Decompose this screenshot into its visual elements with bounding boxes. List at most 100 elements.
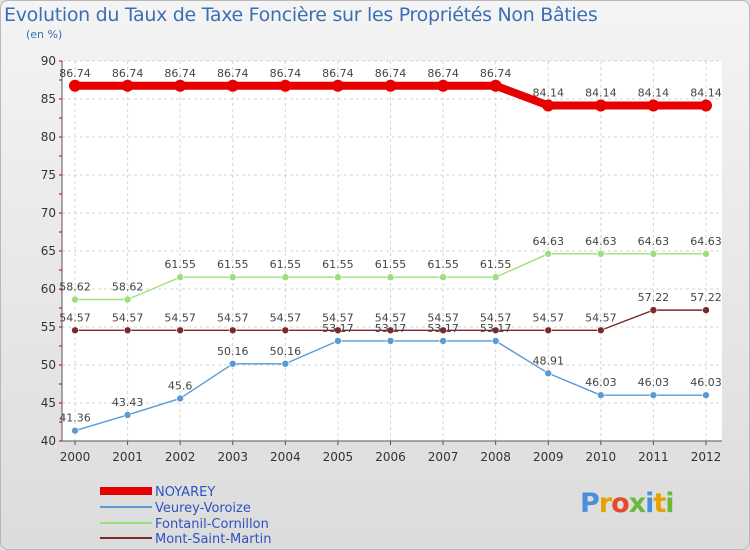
legend-swatch [100,506,152,508]
data-label: 48.91 [533,354,565,367]
x-tick-label: 2001 [112,450,143,464]
data-label: 54.57 [533,311,565,324]
data-label: 64.63 [638,235,670,248]
data-label: 46.03 [585,376,617,389]
data-point [649,250,658,258]
data-point [176,273,184,282]
data-label: 86.74 [375,67,407,80]
data-label: 46.03 [638,376,670,389]
data-label: 53.17 [427,322,459,335]
data-point [491,326,500,335]
data-point [176,326,184,335]
legend-swatch [100,537,152,539]
data-point [123,295,132,304]
data-label: 54.57 [480,311,512,324]
y-tick-label: 45 [41,396,56,410]
data-point [542,99,555,112]
data-point [491,273,500,282]
legend-label: NOYAREY [155,485,215,500]
data-point [123,411,132,419]
data-label: 86.74 [322,67,354,80]
data-point [121,79,134,92]
data-point [69,79,81,92]
data-label: 54.57 [217,311,249,324]
data-label: 84.14 [585,87,617,100]
data-labels: 86.74 86.74 86.74 86.74 86.74 86.74 86.74 86.74… [59,67,722,425]
data-label: 61.55 [217,258,249,271]
data-label: 61.55 [427,258,459,271]
data-point [71,426,79,435]
data-point [71,326,79,335]
x-tick-label: 2004 [270,450,301,464]
data-point [71,295,79,304]
chart-unit: (en %) [26,28,63,41]
data-point [386,326,395,335]
x-tick-label: 2006 [375,450,406,464]
data-point [491,337,500,345]
x-tick-label: 2007 [428,450,459,464]
data-label: 57.22 [638,291,670,304]
data-label: 61.55 [322,258,354,271]
data-point [700,99,712,112]
data-label: 58.62 [59,280,91,293]
data-point [384,79,397,92]
logo-letter: x [628,488,646,519]
data-label: 86.74 [270,67,302,80]
data-point [439,337,447,345]
data-point [647,99,660,112]
data-label: 61.55 [270,258,302,271]
grid [62,60,722,442]
data-label: 54.57 [59,311,91,324]
proxiti-logo: Proxiti [580,488,675,519]
x-tick-label: 2009 [533,450,564,464]
y-tick-label: 80 [41,130,56,144]
data-label: 64.63 [690,235,722,248]
data-point [649,306,658,314]
data-label: 86.74 [480,67,512,80]
data-label: 86.74 [59,67,91,80]
data-label: 54.57 [270,311,302,324]
data-label: 54.57 [375,311,407,324]
legend-swatch [100,487,152,495]
data-label: 50.16 [270,345,302,358]
legend: NOYAREYVeurey-VoroizeFontanil-CornillonM… [100,485,272,547]
data-point [597,391,605,399]
data-point [702,306,710,314]
data-label: 53.17 [322,322,354,335]
x-tick-label: 2012 [691,450,722,464]
data-point [544,369,553,378]
data-point [386,337,395,345]
legend-label: Veurey-Voroize [155,501,251,516]
data-label: 57.22 [690,291,722,304]
data-label: 84.14 [690,87,722,100]
data-point [228,359,237,368]
data-point [489,79,502,92]
y-tick-label: 65 [41,244,56,258]
y-tick-label: 90 [41,54,56,68]
data-label: 64.63 [585,235,617,248]
axes: 40 45 50 55 60 65 70 75 80 85 90 2000 2001 2002 2003 20… [41,54,722,464]
data-point [544,250,553,258]
series-lines [69,79,712,435]
data-label: 64.63 [533,235,565,248]
data-point [386,273,395,282]
logo-letter: i [665,488,674,519]
data-point [597,326,605,335]
data-label: 54.57 [427,311,459,324]
data-point [649,391,658,399]
y-tick-label: 70 [41,206,56,220]
data-label: 86.74 [427,67,459,80]
data-label: 46.03 [690,376,722,389]
data-label: 61.55 [164,258,196,271]
data-point [281,273,290,282]
data-point [544,326,553,335]
logo-letter: t [653,488,666,519]
data-point [437,79,450,92]
data-label: 58.62 [112,280,144,293]
data-label: 86.74 [112,67,144,80]
data-label: 54.57 [585,311,617,324]
logo-letter: o [611,488,630,519]
data-label: 84.14 [638,87,670,100]
data-label: 54.57 [112,311,144,324]
